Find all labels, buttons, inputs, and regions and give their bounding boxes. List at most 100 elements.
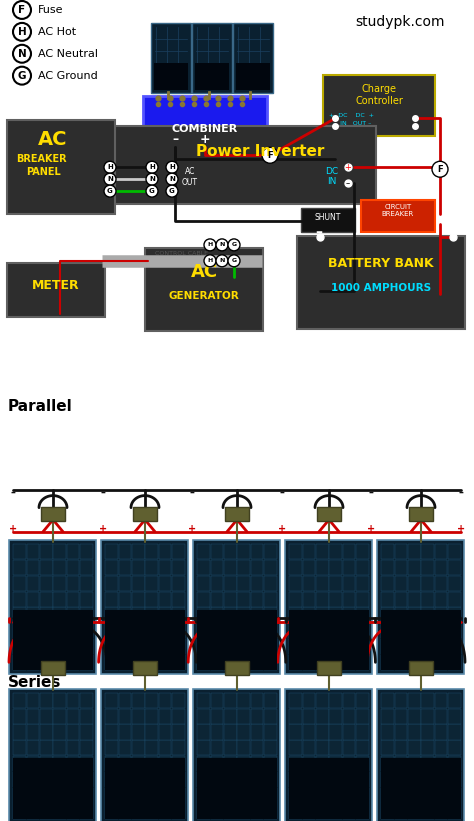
FancyBboxPatch shape bbox=[105, 787, 118, 803]
Text: AC Ground: AC Ground bbox=[38, 71, 98, 80]
FancyBboxPatch shape bbox=[408, 772, 421, 787]
FancyBboxPatch shape bbox=[264, 592, 277, 607]
FancyBboxPatch shape bbox=[105, 759, 185, 819]
FancyBboxPatch shape bbox=[80, 544, 93, 559]
FancyBboxPatch shape bbox=[224, 693, 237, 708]
Text: +: + bbox=[99, 524, 107, 534]
FancyBboxPatch shape bbox=[408, 623, 421, 639]
FancyBboxPatch shape bbox=[132, 804, 145, 819]
FancyBboxPatch shape bbox=[80, 560, 93, 576]
FancyBboxPatch shape bbox=[381, 576, 394, 591]
FancyBboxPatch shape bbox=[13, 787, 26, 803]
FancyBboxPatch shape bbox=[381, 709, 394, 724]
FancyBboxPatch shape bbox=[237, 724, 250, 740]
FancyBboxPatch shape bbox=[316, 724, 328, 740]
FancyBboxPatch shape bbox=[316, 560, 328, 576]
FancyBboxPatch shape bbox=[395, 623, 407, 639]
FancyBboxPatch shape bbox=[132, 544, 145, 559]
Text: CONTROL CABLE: CONTROL CABLE bbox=[155, 251, 209, 256]
FancyBboxPatch shape bbox=[197, 787, 210, 803]
FancyBboxPatch shape bbox=[302, 787, 315, 803]
FancyBboxPatch shape bbox=[80, 655, 93, 670]
FancyBboxPatch shape bbox=[343, 741, 356, 755]
FancyBboxPatch shape bbox=[172, 592, 185, 607]
FancyBboxPatch shape bbox=[40, 787, 53, 803]
Text: METER: METER bbox=[32, 278, 80, 291]
Text: –: – bbox=[458, 488, 464, 498]
FancyBboxPatch shape bbox=[435, 741, 447, 755]
FancyBboxPatch shape bbox=[53, 709, 66, 724]
FancyBboxPatch shape bbox=[377, 689, 465, 821]
Text: H: H bbox=[149, 164, 155, 170]
Text: N: N bbox=[18, 48, 27, 59]
FancyBboxPatch shape bbox=[264, 560, 277, 576]
FancyBboxPatch shape bbox=[105, 804, 118, 819]
FancyBboxPatch shape bbox=[197, 759, 277, 819]
FancyBboxPatch shape bbox=[395, 592, 407, 607]
FancyBboxPatch shape bbox=[356, 804, 369, 819]
FancyBboxPatch shape bbox=[118, 623, 131, 639]
FancyBboxPatch shape bbox=[53, 623, 66, 639]
FancyBboxPatch shape bbox=[289, 741, 302, 755]
FancyBboxPatch shape bbox=[264, 756, 277, 771]
FancyBboxPatch shape bbox=[435, 772, 447, 787]
FancyBboxPatch shape bbox=[237, 741, 250, 755]
Circle shape bbox=[13, 23, 31, 41]
FancyBboxPatch shape bbox=[193, 689, 281, 821]
FancyBboxPatch shape bbox=[40, 592, 53, 607]
FancyBboxPatch shape bbox=[356, 639, 369, 654]
FancyBboxPatch shape bbox=[13, 639, 26, 654]
FancyBboxPatch shape bbox=[264, 693, 277, 708]
FancyBboxPatch shape bbox=[159, 693, 172, 708]
Circle shape bbox=[146, 161, 158, 173]
FancyBboxPatch shape bbox=[224, 639, 237, 654]
FancyBboxPatch shape bbox=[67, 756, 79, 771]
FancyBboxPatch shape bbox=[264, 576, 277, 591]
FancyBboxPatch shape bbox=[408, 560, 421, 576]
FancyBboxPatch shape bbox=[435, 639, 447, 654]
FancyBboxPatch shape bbox=[224, 741, 237, 755]
Circle shape bbox=[432, 161, 448, 177]
FancyBboxPatch shape bbox=[408, 592, 421, 607]
FancyBboxPatch shape bbox=[105, 724, 118, 740]
FancyBboxPatch shape bbox=[210, 655, 223, 670]
FancyBboxPatch shape bbox=[197, 610, 277, 671]
FancyBboxPatch shape bbox=[13, 741, 26, 755]
FancyBboxPatch shape bbox=[172, 787, 185, 803]
FancyBboxPatch shape bbox=[435, 709, 447, 724]
FancyBboxPatch shape bbox=[435, 544, 447, 559]
FancyBboxPatch shape bbox=[356, 655, 369, 670]
FancyBboxPatch shape bbox=[329, 756, 342, 771]
FancyBboxPatch shape bbox=[67, 639, 79, 654]
Text: –: – bbox=[59, 614, 64, 624]
FancyBboxPatch shape bbox=[251, 560, 264, 576]
Text: H: H bbox=[207, 259, 213, 264]
FancyBboxPatch shape bbox=[172, 804, 185, 819]
FancyBboxPatch shape bbox=[289, 560, 302, 576]
FancyBboxPatch shape bbox=[67, 655, 79, 670]
FancyBboxPatch shape bbox=[118, 576, 131, 591]
FancyBboxPatch shape bbox=[67, 693, 79, 708]
FancyBboxPatch shape bbox=[27, 709, 39, 724]
FancyBboxPatch shape bbox=[159, 623, 172, 639]
FancyBboxPatch shape bbox=[13, 655, 26, 670]
FancyBboxPatch shape bbox=[146, 592, 158, 607]
FancyBboxPatch shape bbox=[146, 693, 158, 708]
FancyBboxPatch shape bbox=[435, 560, 447, 576]
FancyBboxPatch shape bbox=[40, 639, 53, 654]
FancyBboxPatch shape bbox=[159, 804, 172, 819]
FancyBboxPatch shape bbox=[159, 741, 172, 755]
FancyBboxPatch shape bbox=[237, 608, 250, 622]
Text: F: F bbox=[18, 5, 26, 15]
FancyBboxPatch shape bbox=[146, 772, 158, 787]
FancyBboxPatch shape bbox=[329, 560, 342, 576]
FancyBboxPatch shape bbox=[159, 724, 172, 740]
Text: AC: AC bbox=[38, 131, 67, 149]
FancyBboxPatch shape bbox=[302, 804, 315, 819]
FancyBboxPatch shape bbox=[159, 756, 172, 771]
FancyBboxPatch shape bbox=[210, 772, 223, 787]
FancyBboxPatch shape bbox=[264, 772, 277, 787]
Text: –: – bbox=[151, 614, 155, 624]
FancyBboxPatch shape bbox=[13, 544, 26, 559]
FancyBboxPatch shape bbox=[251, 709, 264, 724]
